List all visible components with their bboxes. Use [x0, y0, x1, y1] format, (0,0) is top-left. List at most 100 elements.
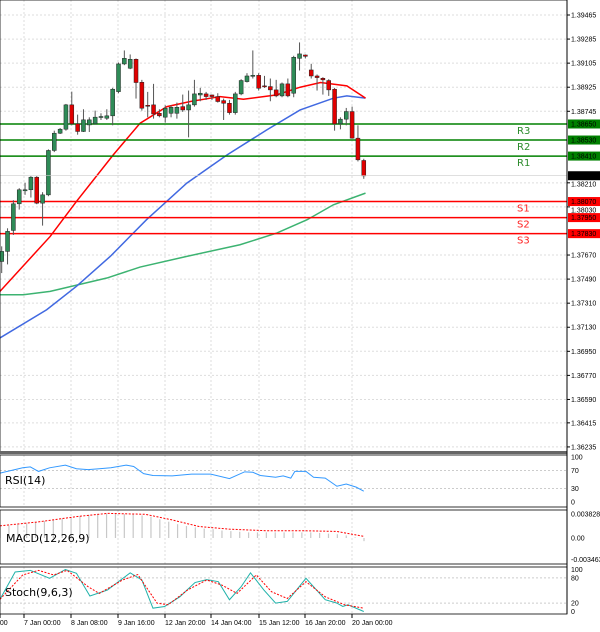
candle-bullish — [168, 107, 174, 114]
macd-histogram-bar — [274, 532, 276, 538]
candle-bullish — [198, 92, 203, 96]
rsi-pane[interactable]: RSI(14) — [0, 464, 365, 492]
macd-histogram-bar — [221, 530, 223, 538]
candle-bullish — [63, 104, 69, 130]
y-tick-label: 1.36235 — [571, 444, 596, 451]
x-tick-label: 12 Jan 20:00 — [165, 620, 206, 627]
macd-signal-line — [0, 512, 364, 537]
candle-bullish — [104, 115, 110, 119]
candle-bullish — [279, 83, 285, 97]
candle-bearish — [145, 105, 150, 107]
candle-bullish — [40, 194, 45, 204]
y-tick-label: 1.36415 — [571, 420, 596, 427]
stoch-k-line — [0, 568, 364, 612]
y-tick-label: 1.39465 — [571, 13, 596, 20]
macd-histogram-bar — [327, 533, 330, 538]
candle-bearish — [157, 113, 162, 117]
macd-histogram-bar — [292, 532, 294, 538]
candle-bearish — [361, 160, 367, 177]
candle-bearish — [320, 78, 326, 81]
candle-bullish — [192, 93, 197, 106]
macd-histogram-bar — [345, 535, 347, 538]
candle-bullish — [0, 251, 4, 262]
macd-histogram-bar — [212, 529, 214, 538]
x-tick-label: 7 Jan 00:00 — [24, 620, 61, 627]
level-label-r2: R2 — [517, 142, 530, 153]
level-price-box — [568, 197, 600, 207]
candle-bullish — [5, 231, 10, 252]
macd-histogram-bar — [319, 532, 321, 538]
candle-bearish — [285, 83, 291, 97]
candle-bearish — [69, 104, 75, 125]
y-tick-label: 1.38745 — [571, 109, 596, 116]
candle-bullish — [92, 116, 98, 125]
macd-histogram-bar — [265, 532, 267, 538]
x-tick-label: 16 Jan 20:00 — [305, 620, 346, 627]
level-label-s3: S3 — [517, 236, 530, 247]
candle-bullish — [57, 128, 63, 134]
macd-histogram-bar — [150, 516, 152, 538]
macd-histogram-bar — [247, 532, 250, 538]
y-tick-label: 1.37490 — [571, 277, 596, 284]
y-tick-label: 1.36590 — [571, 397, 596, 404]
macd-histogram-bar — [203, 528, 205, 538]
candle-bullish — [174, 107, 180, 114]
candle-bearish — [308, 69, 314, 77]
macd-histogram-bar — [310, 532, 312, 538]
candle-bearish — [355, 137, 361, 161]
candle-bullish — [16, 189, 22, 205]
candle-bearish — [180, 106, 185, 111]
level-price-box — [568, 119, 600, 129]
price-pane[interactable]: R3 R2 R1 S1 S2 S3 — [0, 42, 567, 339]
macd-histogram-bar — [168, 521, 170, 538]
y-tick-label: 1.36770 — [571, 373, 596, 380]
stoch-tick-label: 100 — [571, 567, 583, 574]
candle-bearish — [221, 100, 226, 104]
y-tick-label: 1.39105 — [571, 61, 596, 68]
macd-histogram-bar — [34, 522, 37, 538]
rsi-tick-label: 30 — [571, 486, 579, 493]
candle-bearish — [262, 85, 267, 88]
macd-histogram-bar — [141, 515, 143, 538]
level-price-label: 1.37830 — [571, 231, 596, 238]
stoch-tick-label: 0 — [571, 609, 575, 616]
y-tick-label: 1.37130 — [571, 325, 596, 332]
macd-histogram-bar — [336, 534, 338, 538]
candle-bullish — [122, 58, 127, 65]
level-price-label: 1.38650 — [571, 121, 596, 128]
y-tick-label: 1.39285 — [571, 37, 596, 44]
candle-bullish — [344, 111, 349, 120]
y-tick-label: 1.38925 — [571, 85, 596, 92]
macd-histogram-bar — [354, 537, 356, 538]
stoch-pane[interactable]: Stoch(9,6,3) — [0, 568, 364, 612]
rsi-tick-label: 70 — [571, 468, 579, 475]
macd-histogram-bar — [105, 513, 108, 538]
ma-slow-line — [0, 192, 366, 296]
candle-bearish — [332, 88, 337, 125]
macd-histogram-bar — [70, 517, 72, 538]
macd-histogram-bar — [185, 526, 188, 538]
candle-bearish — [349, 111, 355, 139]
candle-bearish — [203, 93, 209, 97]
candle-bullish — [46, 150, 51, 196]
macd-histogram-bar — [363, 538, 365, 542]
macd-histogram-bar — [88, 514, 90, 538]
stoch-tick-label: 20 — [571, 601, 579, 608]
pane-divider — [0, 451, 567, 454]
rsi-tick-label: 100 — [571, 455, 583, 462]
candle-bullish — [87, 119, 92, 126]
macd-histogram-bar — [132, 514, 134, 538]
candle-bullish — [186, 104, 191, 111]
level-label-s1: S1 — [517, 204, 530, 215]
candle-bullish — [244, 75, 250, 82]
macd-histogram-bar — [239, 531, 241, 538]
macd-histogram-bar — [79, 516, 81, 538]
macd-histogram-bar — [61, 518, 63, 538]
macd-histogram-bar — [17, 524, 19, 538]
grid — [0, 0, 567, 614]
macd-pane[interactable]: MACD(12,26,9) — [0, 512, 365, 545]
macd-histogram-bar — [283, 532, 285, 538]
level-price-label: 1.38070 — [571, 199, 596, 206]
